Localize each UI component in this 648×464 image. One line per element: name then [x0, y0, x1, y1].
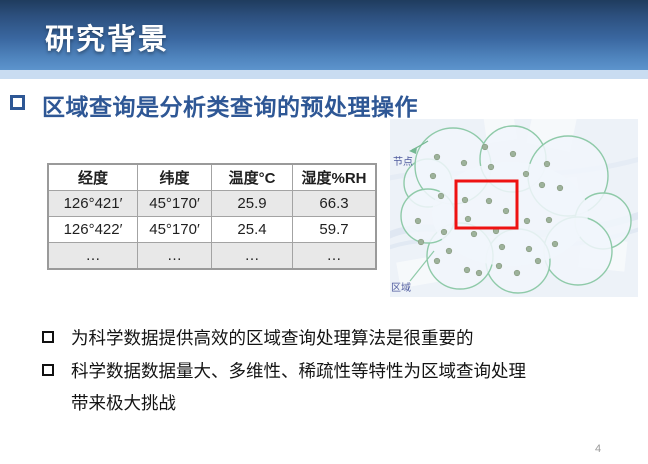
- sensor-node-dot: [525, 245, 533, 253]
- table-cell: 59.7: [292, 216, 377, 243]
- table-column-header: 温度°C: [211, 163, 293, 191]
- node-annotation: 节点: [393, 140, 429, 168]
- bullet-list: 为科学数据提供高效的区域查询处理算法是很重要的科学数据数据量大、多维性、稀疏性等…: [42, 322, 602, 420]
- sensor-node-dot: [460, 159, 468, 167]
- sensor-node-dot: [502, 207, 510, 215]
- sensor-node-dot: [417, 238, 425, 246]
- sensor-node-dot: [461, 196, 469, 204]
- table-cell: 126°422′: [47, 216, 138, 243]
- sensor-node-dot: [485, 197, 493, 205]
- sensor-node-dots: [414, 143, 564, 277]
- sensor-node-dot: [470, 230, 478, 238]
- sensor-node-dot: [464, 215, 472, 223]
- table-cell: …: [211, 242, 293, 270]
- sensor-node-dot: [513, 269, 521, 277]
- table-cell: 45°170′: [137, 190, 212, 217]
- table-cell: …: [292, 242, 377, 270]
- sensor-node-dot: [543, 160, 551, 168]
- sensor-node-dot: [414, 217, 422, 225]
- table-cell: 66.3: [292, 190, 377, 217]
- sensor-node-dot: [487, 163, 495, 171]
- table-column-header: 湿度%RH: [292, 163, 377, 191]
- table-cell: 25.9: [211, 190, 293, 217]
- bullet-square-icon: [42, 331, 54, 343]
- table-cell: 126°421′: [47, 190, 138, 217]
- sensor-node-dot: [437, 192, 445, 200]
- table-column-header: 纬度: [137, 163, 212, 191]
- sensor-node-dot: [498, 243, 506, 251]
- sensor-node-dot: [433, 153, 441, 161]
- sensor-node-dot: [440, 228, 448, 236]
- table-column-header: 经度: [47, 163, 138, 191]
- table-cell: 25.4: [211, 216, 293, 243]
- sensor-node-dot: [545, 216, 553, 224]
- sensor-node-dot: [433, 257, 441, 265]
- query-region-rect: [454, 179, 519, 230]
- table-cell: 45°170′: [137, 216, 212, 243]
- sensor-node-dot: [463, 266, 471, 274]
- sensor-node-dot: [509, 150, 517, 158]
- bullet-text: 科学数据数据量大、多维性、稀疏性等特性为区域查询处理 带来极大挑战: [71, 361, 526, 413]
- sensor-node-dot: [556, 184, 564, 192]
- sensor-node-dot: [551, 240, 559, 248]
- heading-bullet-square-icon: [10, 95, 25, 110]
- slide-title: 研究背景: [45, 24, 170, 56]
- table-header: 经度 纬度 温度°C 湿度%RH: [47, 163, 377, 191]
- section-heading: 区域查询是分析类查询的预处理操作: [42, 94, 418, 120]
- bullet-item: 科学数据数据量大、多维性、稀疏性等特性为区域查询处理 带来极大挑战: [42, 355, 602, 419]
- table-row: 126°421′ 45°170′ 25.9 66.3: [47, 190, 377, 217]
- sensor-node-dot: [534, 257, 542, 265]
- region-annotation: 区域: [391, 250, 435, 294]
- table-cell: …: [47, 242, 138, 270]
- table-cell: …: [137, 242, 212, 270]
- bullet-text: 为科学数据提供高效的区域查询处理算法是很重要的: [71, 328, 474, 348]
- header-accent-band: [0, 70, 648, 79]
- sensor-node-dot: [538, 181, 546, 189]
- sensor-node-dot: [445, 247, 453, 255]
- slide-header: 研究背景: [0, 0, 648, 70]
- bullet-item: 为科学数据提供高效的区域查询处理算法是很重要的: [42, 322, 602, 354]
- arrow-head-icon: [409, 147, 417, 154]
- table-row: 126°422′ 45°170′ 25.4 59.7: [47, 216, 377, 243]
- node-label: 节点: [393, 156, 413, 168]
- sensor-node-dot: [481, 143, 489, 151]
- sensor-node-dot: [429, 172, 437, 180]
- sensor-node-dot: [523, 217, 531, 225]
- bullet-square-icon: [42, 364, 54, 376]
- page-number: 4: [595, 443, 602, 455]
- table-row: …………: [47, 242, 377, 270]
- sensor-node-dot: [495, 262, 503, 270]
- region-label: 区域: [391, 281, 411, 294]
- sensor-node-dot: [522, 170, 530, 178]
- cloud-region-diagram: 节点 区域: [390, 119, 638, 297]
- sensor-data-table: 经度 纬度 温度°C 湿度%RH 126°421′ 45°170′ 25.9 66.3 126…: [47, 163, 377, 270]
- sensor-node-dot: [475, 269, 483, 277]
